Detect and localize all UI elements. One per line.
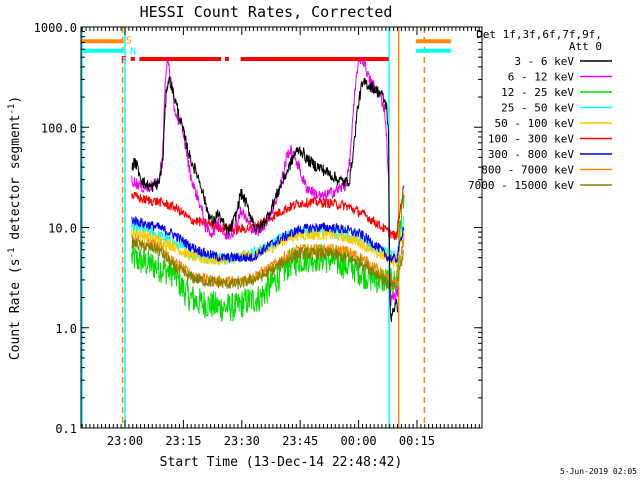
y-axis-label: Count Rate (s-1 detector segment-1): [7, 96, 23, 360]
x-axis-label: Start Time (13-Dec-14 22:48:42): [160, 455, 403, 470]
series-line: [131, 236, 405, 290]
y-tick-label: 10.0: [48, 222, 77, 236]
x-tick-label: 23:15: [165, 434, 201, 448]
series-line: [131, 76, 399, 322]
legend-entry-label: 100 - 300 keV: [488, 133, 574, 146]
y-axis: 0.1 1.0 10.0 100.0 1000.0: [34, 21, 482, 436]
y-label-part: detector segment: [8, 115, 23, 248]
y-label-superscript: -1: [7, 248, 17, 259]
y-tick-label: 100.0: [41, 121, 77, 135]
legend-title-line: Det 1f,3f,6f,7f,9f,: [476, 28, 602, 41]
legend-entry-label: 50 - 100 keV: [495, 117, 575, 130]
legend-entry-label: 7000 - 15000 keV: [468, 179, 574, 192]
x-tick-label: 23:45: [282, 434, 318, 448]
legend-title-line: Att 0: [569, 40, 602, 53]
x-tick-label: 00:15: [399, 434, 435, 448]
legend-entry-label: 300 - 800 keV: [488, 148, 574, 161]
y-tick-label: 0.1: [55, 422, 77, 436]
y-label-part: Count Rate (s: [8, 258, 23, 360]
y-tick-label: 1.0: [55, 322, 77, 336]
x-tick-label: 23:30: [224, 434, 260, 448]
night-state-label: N: [130, 47, 136, 58]
series-line: [131, 227, 405, 268]
legend-entry-label: 25 - 50 keV: [501, 102, 574, 115]
legend-entry-label: 12 - 25 keV: [501, 86, 574, 99]
legend-entry-label: 3 - 6 keV: [514, 55, 574, 68]
flare-marker-dot: [130, 56, 135, 61]
y-tick-label: 1000.0: [34, 21, 77, 35]
series-line: [131, 185, 405, 241]
chart-title: HESSI Count Rates, Corrected: [140, 3, 393, 21]
y-axis-label-text: Count Rate (s-1 detector segment-1): [7, 96, 23, 360]
series-group: [131, 56, 405, 322]
footer-timestamp: 5-Jun-2019 02:05: [560, 467, 637, 476]
attenuator-state-label: S: [126, 35, 132, 46]
y-label-part: ): [8, 96, 23, 104]
legend-entry-label: 800 - 7000 keV: [481, 164, 574, 177]
x-tick-label: 23:00: [107, 434, 143, 448]
legend-entry-label: 6 - 12 keV: [508, 71, 575, 84]
y-label-superscript: -1: [7, 104, 17, 115]
x-tick-label: 00:00: [341, 434, 377, 448]
flare-state-label: F: [121, 55, 127, 66]
status-bars: SNF: [81, 35, 451, 66]
series-line: [131, 215, 405, 263]
series-line: [131, 56, 399, 307]
x-axis: 23:00 23:15 23:30 23:45 00:00 00:15: [81, 27, 480, 448]
legend: Det 1f,3f,6f,7f,9f,Att 0 3 - 6 keV 6 - 12 …: [468, 28, 612, 192]
